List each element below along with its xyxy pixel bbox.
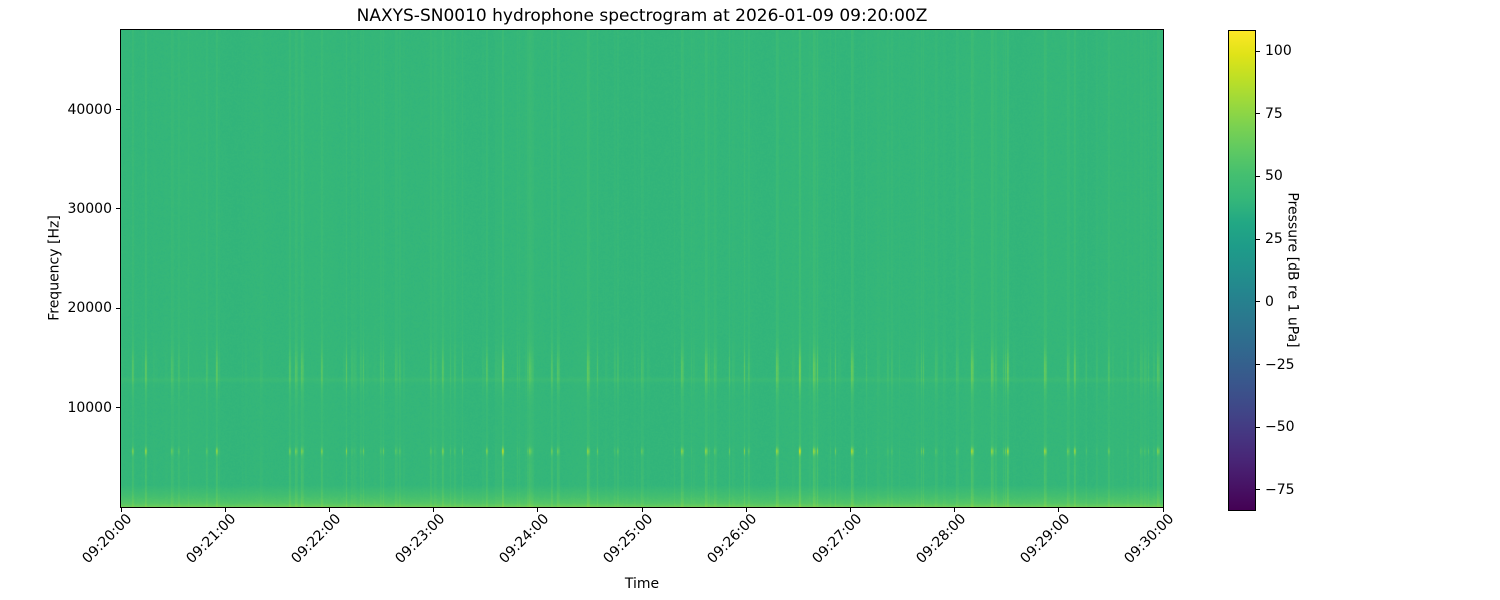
plot-area xyxy=(120,29,1164,508)
x-tick-mark xyxy=(1162,508,1164,512)
y-tick-label: 20000 xyxy=(67,300,112,317)
x-tick-mark xyxy=(1058,508,1060,512)
y-tick-label: 30000 xyxy=(67,200,112,217)
x-tick-label: 09:30:00 xyxy=(1121,511,1178,567)
x-tick-mark xyxy=(328,508,330,512)
x-tick-label: 09:29:00 xyxy=(1017,511,1074,567)
x-tick-label: 09:23:00 xyxy=(392,511,448,567)
colorbar-tick-label: −25 xyxy=(1265,356,1295,373)
colorbar-tick-label: −50 xyxy=(1265,419,1295,436)
colorbar-tick-label: −75 xyxy=(1265,481,1295,498)
x-tick-label: 09:28:00 xyxy=(913,511,969,567)
colorbar-gradient xyxy=(1229,31,1255,510)
plot-title: NAXYS-SN0010 hydrophone spectrogram at 2… xyxy=(356,6,928,26)
x-tick-label: 09:20:00 xyxy=(79,511,136,567)
colorbar-tick-label: 25 xyxy=(1265,231,1283,248)
colorbar xyxy=(1228,30,1256,511)
colorbar-tick-mark xyxy=(1256,426,1260,428)
colorbar-tick-mark xyxy=(1256,50,1260,52)
x-axis-label: Time xyxy=(624,576,660,592)
colorbar-tick-mark xyxy=(1256,238,1260,240)
x-tick-mark xyxy=(224,508,226,512)
x-tick-label: 09:21:00 xyxy=(183,511,240,567)
y-tick-mark xyxy=(116,307,120,309)
x-tick-label: 09:27:00 xyxy=(808,511,865,567)
colorbar-tick-mark xyxy=(1256,301,1260,303)
colorbar-tick-label: 100 xyxy=(1265,43,1292,60)
x-tick-label: 09:22:00 xyxy=(287,511,344,567)
y-tick-mark xyxy=(116,407,120,409)
x-tick-mark xyxy=(641,508,643,512)
spectrogram-canvas xyxy=(121,30,1163,507)
colorbar-tick-label: 50 xyxy=(1265,168,1283,185)
y-tick-mark xyxy=(116,109,120,110)
y-tick-label: 10000 xyxy=(67,399,112,416)
x-tick-mark xyxy=(954,508,956,512)
x-tick-label: 09:24:00 xyxy=(496,511,553,567)
colorbar-tick-label: 0 xyxy=(1265,293,1274,310)
x-tick-mark xyxy=(120,508,122,512)
colorbar-tick-label: 75 xyxy=(1265,105,1283,122)
x-tick-mark xyxy=(537,508,539,512)
colorbar-tick-mark xyxy=(1256,113,1260,115)
x-tick-mark xyxy=(849,508,851,512)
y-tick-label: 40000 xyxy=(67,101,112,118)
colorbar-label: Pressure [dB re 1 uPa] xyxy=(1284,192,1301,348)
x-tick-mark xyxy=(745,508,747,512)
colorbar-tick-mark xyxy=(1256,364,1260,366)
y-tick-mark xyxy=(116,208,120,210)
x-tick-mark xyxy=(433,508,435,512)
colorbar-tick-mark xyxy=(1256,175,1260,177)
colorbar-tick-mark xyxy=(1256,489,1260,491)
x-tick-label: 09:25:00 xyxy=(600,511,657,567)
x-tick-label: 09:26:00 xyxy=(704,511,761,567)
